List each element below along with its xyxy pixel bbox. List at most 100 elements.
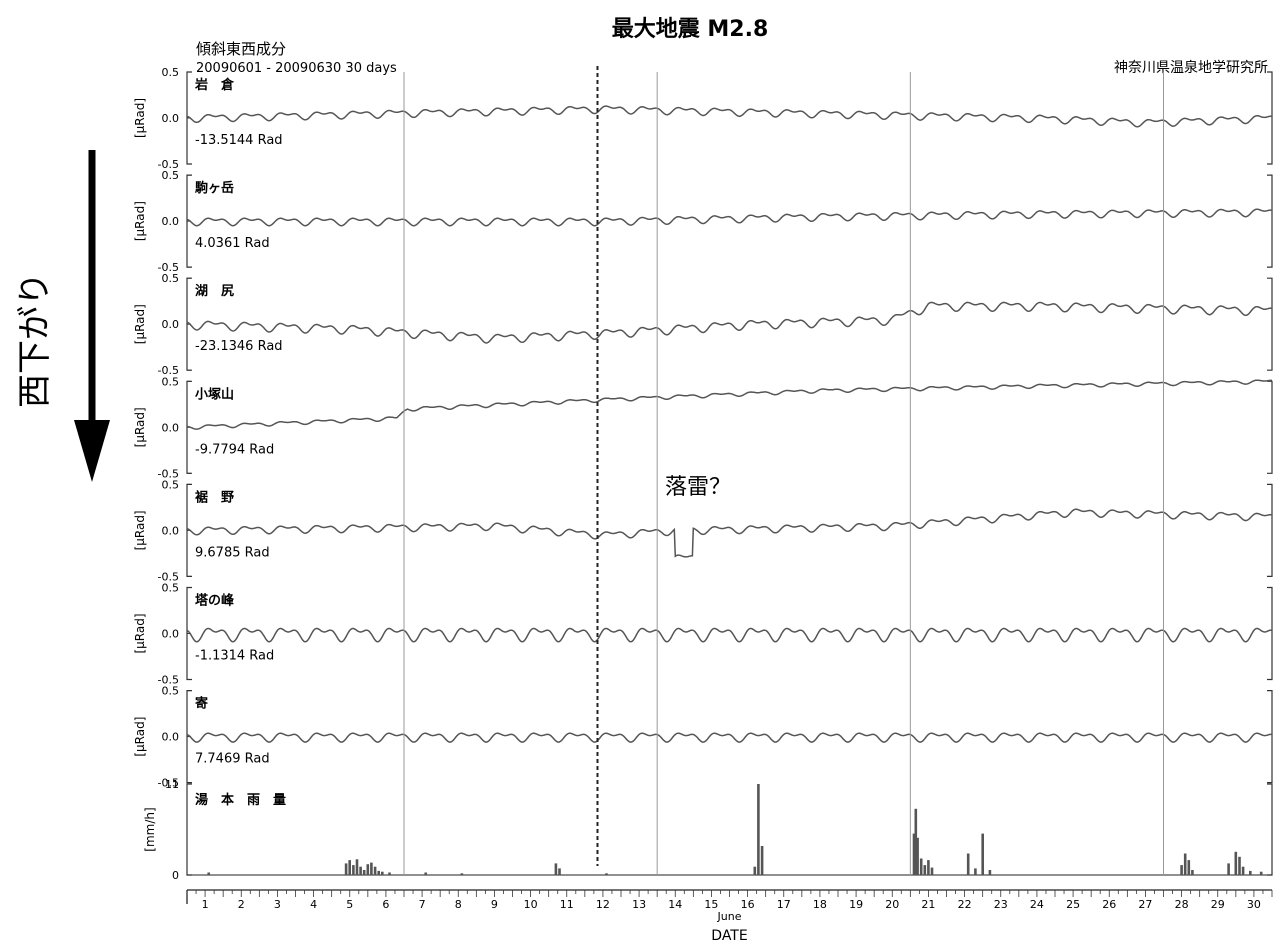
x-tick-label: 23 — [994, 898, 1008, 911]
y-tick-label: -0.5 — [158, 777, 179, 790]
station-name: 湖 尻 — [195, 284, 234, 299]
rain-bar — [460, 873, 464, 875]
x-tick-label: 15 — [704, 898, 718, 911]
station-offset: -9.7794 Rad — [195, 442, 274, 457]
station-offset: -13.5144 Rad — [195, 133, 283, 148]
down-arrow — [74, 150, 110, 482]
y-tick-label: 0.5 — [162, 375, 180, 388]
x-tick-label: 26 — [1102, 898, 1116, 911]
station-name: 駒ヶ岳 — [194, 180, 234, 196]
y-tick-label: -0.5 — [158, 674, 179, 687]
rain-bar — [914, 808, 918, 875]
rain-bar — [916, 837, 919, 875]
tilt-series-line — [186, 508, 1273, 558]
station-offset: 7.7469 Rad — [195, 752, 270, 767]
rain-station-name: 湯 本 雨 量 — [195, 792, 286, 808]
rain-y-tick-label: 11 — [165, 778, 179, 791]
y-tick-label: 0.5 — [162, 582, 180, 595]
x-tick-label: 2 — [238, 898, 245, 911]
rain-panel: 11 0 [mm/h] 湯 本 雨 量 — [143, 778, 1273, 882]
tilt-series-line — [186, 208, 1273, 227]
y-axis-label: [μRad] — [133, 717, 147, 757]
rain-bar — [974, 868, 977, 875]
rain-bar — [753, 866, 757, 875]
rain-bar — [930, 867, 934, 875]
x-tick-label: 25 — [1066, 898, 1080, 911]
rain-bar — [605, 873, 608, 875]
x-tick-label: 30 — [1247, 898, 1261, 911]
x-month-label: June — [717, 910, 742, 923]
x-tick-label: 24 — [1030, 898, 1044, 911]
x-tick-label: 21 — [921, 898, 935, 911]
rain-bar — [1187, 860, 1191, 875]
y-tick-label: -0.5 — [158, 158, 179, 171]
x-tick-label: 8 — [455, 898, 462, 911]
x-tick-label: 1 — [202, 898, 209, 911]
x-tick-label: 11 — [560, 898, 574, 911]
x-tick-label: 9 — [491, 898, 498, 911]
rain-bar — [424, 872, 427, 875]
station-offset: 9.6785 Rad — [195, 545, 270, 560]
y-tick-label: -0.5 — [158, 261, 179, 274]
y-tick-label: 0.0 — [162, 318, 180, 331]
rain-bar — [370, 862, 373, 875]
tilt-series-line — [186, 379, 1272, 430]
rain-bar — [927, 860, 930, 875]
rain-y-axis-label: [mm/h] — [143, 807, 157, 851]
station-panels: 0.5 0.0 -0.5 [μRad] 岩 倉 -13.5144 Rad 0.5 0.0 -0.… — [133, 66, 1273, 790]
rain-bar — [1234, 851, 1238, 875]
y-tick-label: 0.5 — [162, 272, 180, 285]
x-tick-label: 4 — [310, 898, 317, 911]
x-tick-label: 5 — [346, 898, 353, 911]
rain-bar — [355, 859, 359, 875]
x-tick-label: 14 — [668, 898, 682, 911]
rain-bar — [1241, 866, 1245, 875]
y-tick-label: -0.5 — [158, 467, 179, 480]
y-axis-label: [μRad] — [133, 407, 147, 447]
rain-bar — [988, 870, 992, 875]
rain-bar — [554, 863, 558, 875]
y-tick-label: 0.0 — [162, 731, 180, 744]
tilt-series-line — [186, 301, 1273, 344]
rain-bar — [1227, 863, 1230, 875]
y-tick-label: -0.5 — [158, 570, 179, 583]
rain-bar — [760, 846, 764, 875]
rain-bar — [1183, 853, 1187, 875]
x-tick-label: 17 — [777, 898, 791, 911]
right-axis-bracket — [1267, 483, 1273, 577]
rain-bar — [388, 872, 391, 875]
rain-bar — [207, 872, 210, 875]
rain-bar — [348, 860, 351, 875]
rain-bar — [1180, 865, 1183, 875]
tilt-series-line — [186, 732, 1273, 743]
station-panel: 0.5 0.0 -0.5 [μRad] 小塚山 -9.7794 Rad — [133, 375, 1273, 480]
rain-bar — [344, 863, 348, 875]
station-offset: -1.1314 Rad — [195, 649, 274, 664]
rain-bar — [366, 864, 370, 875]
rain-bar — [923, 865, 927, 875]
period-label: 20090601 - 20090630 30 days — [196, 61, 397, 76]
station-panel: 0.5 0.0 -0.5 [μRad] 裾 野 9.6785 Rad — [133, 478, 1273, 583]
right-axis-bracket — [1267, 690, 1273, 784]
x-tick-label: 16 — [741, 898, 755, 911]
rain-right-bracket — [1267, 783, 1273, 876]
x-tick-label: 29 — [1211, 898, 1225, 911]
right-axis-bracket — [1267, 586, 1273, 681]
institute-label: 神奈川県温泉地学研究所 — [1114, 59, 1268, 76]
y-tick-label: 0.5 — [162, 478, 180, 491]
x-tick-label: 10 — [524, 898, 538, 911]
x-tick-label: 12 — [596, 898, 610, 911]
y-tick-label: 0.0 — [162, 524, 180, 537]
rain-bar — [1238, 856, 1241, 875]
y-tick-label: 0.5 — [162, 169, 180, 182]
station-panel: 0.5 0.0 -0.5 [μRad] 寄 7.7469 Rad — [133, 685, 1273, 790]
station-name: 塔の峰 — [195, 593, 235, 609]
x-tick-label: 7 — [419, 898, 426, 911]
lightning-annotation: 落雷？ — [665, 475, 731, 500]
rain-bar — [757, 784, 760, 875]
station-name: 裾 野 — [195, 489, 234, 505]
y-tick-label: 0.0 — [162, 112, 180, 125]
station-panel: 0.5 0.0 -0.5 [μRad] 塔の峰 -1.1314 Rad — [133, 582, 1273, 687]
station-offset: 4.0361 Rad — [195, 236, 270, 251]
